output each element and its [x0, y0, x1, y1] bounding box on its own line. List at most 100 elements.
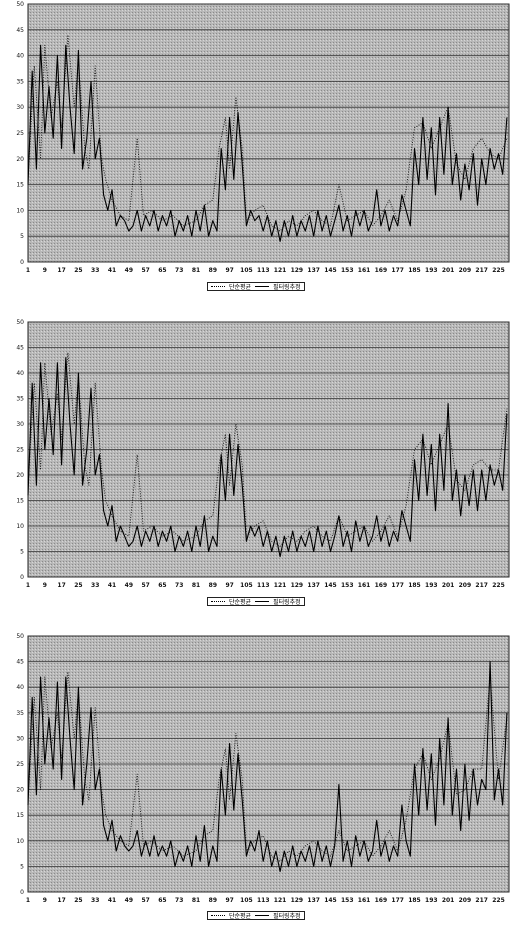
x-tick-label: 105 [240, 582, 253, 589]
y-tick-label: 30 [16, 735, 24, 742]
y-tick-label: 0 [20, 889, 24, 896]
x-tick-label: 105 [240, 897, 253, 904]
x-tick-label: 1 [26, 897, 30, 904]
x-tick-label: 225 [492, 267, 505, 274]
x-tick-label: 49 [125, 897, 133, 904]
chart-panel-2: 0 5 10 15 20 25 30 35 40 45 50 1 9 17 25 33 41 49 57 65 73 81… [0, 312, 511, 612]
legend-label-filtered-estimate: 필터링추정 [273, 284, 301, 291]
x-tick-label: 129 [291, 897, 304, 904]
legend-label-simple-average: 단순평균 [229, 913, 252, 920]
x-tick-label: 145 [324, 897, 337, 904]
x-tick-label: 185 [408, 897, 421, 904]
x-tick-label: 153 [341, 267, 354, 274]
x-tick-label: 49 [125, 582, 133, 589]
x-tick-label: 1 [26, 267, 30, 274]
chart-svg-2: 0 5 10 15 20 25 30 35 40 45 50 1 9 17 25 33 41 49 57 65 73 81… [16, 319, 510, 589]
series-line-simple-average [27, 34, 508, 232]
y-tick-label: 10 [16, 207, 24, 214]
x-tick-label: 137 [307, 582, 320, 589]
x-tick-label: 177 [391, 582, 404, 589]
x-tick-label: 17 [57, 897, 65, 904]
x-tick-label: 89 [209, 267, 217, 274]
x-tick-label: 113 [257, 897, 270, 904]
x-tick-label: 105 [240, 267, 253, 274]
series-line-simple-average [27, 352, 508, 547]
x-tick-label: 217 [475, 267, 488, 274]
x-tick-label: 73 [175, 267, 183, 274]
y-tick-label: 45 [16, 659, 24, 666]
x-tick-label: 73 [175, 897, 183, 904]
x-tick-label: 201 [442, 897, 455, 904]
x-tick-label: 49 [125, 267, 133, 274]
x-tick-label: 209 [459, 897, 472, 904]
chart-svg-3: 0 5 10 15 20 25 30 35 40 45 50 1 9 17 25 33 41 49 57 65 73 81… [16, 633, 510, 904]
y-tick-label: 25 [16, 761, 24, 768]
y-tick-label: 30 [16, 104, 24, 111]
x-tick-label: 33 [91, 897, 99, 904]
x-tick-label: 17 [57, 267, 65, 274]
y-tick-label: 20 [16, 472, 24, 479]
legend-dotted-swatch [211, 915, 225, 916]
x-tick-label: 193 [425, 267, 438, 274]
y-tick-label: 45 [16, 27, 24, 34]
x-tick-label: 113 [257, 582, 270, 589]
chart-legend-3: 단순평균 필터링추정 [207, 911, 305, 920]
y-tick-label: 10 [16, 838, 24, 845]
x-tick-label: 185 [408, 267, 421, 274]
chart-svg-1: 0 5 10 15 20 25 30 35 40 45 50 1 9 17 25 33 41 49 57 65 73 81… [16, 1, 510, 274]
legend-solid-swatch [255, 601, 270, 602]
y-tick-label: 5 [20, 549, 24, 556]
x-tick-label: 201 [442, 582, 455, 589]
y-tick-label: 35 [16, 396, 24, 403]
x-tick-label: 89 [209, 897, 217, 904]
y-tick-label: 40 [16, 370, 24, 377]
y-tick-label: 10 [16, 523, 24, 530]
x-tick-label: 201 [442, 267, 455, 274]
x-tick-label: 113 [257, 267, 270, 274]
legend-solid-swatch [255, 286, 270, 287]
y-tick-label: 0 [20, 574, 24, 581]
chart-legend-2: 단순평균 필터링추정 [207, 597, 305, 606]
x-tick-label: 97 [225, 582, 233, 589]
x-tick-label: 65 [158, 897, 166, 904]
x-tick-label: 153 [341, 897, 354, 904]
y-tick-label: 15 [16, 812, 24, 819]
y-tick-label: 45 [16, 345, 24, 352]
x-tick-label: 129 [291, 582, 304, 589]
x-tick-label: 9 [43, 582, 47, 589]
y-tick-label: 50 [16, 633, 24, 640]
x-tick-label: 169 [375, 582, 388, 589]
x-tick-label: 169 [375, 267, 388, 274]
legend-label-filtered-estimate: 필터링추정 [273, 913, 301, 920]
y-tick-label: 30 [16, 421, 24, 428]
y-tick-label: 40 [16, 53, 24, 60]
x-tick-label: 217 [475, 897, 488, 904]
y-tick-label: 25 [16, 447, 24, 454]
legend-label-filtered-estimate: 필터링추정 [273, 599, 301, 606]
x-tick-label: 177 [391, 897, 404, 904]
x-tick-label: 161 [358, 897, 371, 904]
x-tick-label: 33 [91, 582, 99, 589]
chart-panel-3: 0 5 10 15 20 25 30 35 40 45 50 1 9 17 25 33 41 49 57 65 73 81… [0, 624, 511, 924]
x-tick-label: 161 [358, 267, 371, 274]
x-tick-label: 169 [375, 897, 388, 904]
x-tick-label: 217 [475, 582, 488, 589]
x-tick-label: 121 [274, 267, 287, 274]
series-line-filtered-estimate [27, 44, 508, 242]
y-tick-label: 20 [16, 156, 24, 163]
x-tick-label: 225 [492, 582, 505, 589]
x-tick-label: 9 [43, 267, 47, 274]
y-tick-label: 5 [20, 863, 24, 870]
x-tick-label: 81 [192, 897, 200, 904]
x-tick-label: 33 [91, 267, 99, 274]
y-tick-label: 15 [16, 182, 24, 189]
x-tick-label: 9 [43, 897, 47, 904]
series-line-filtered-estimate [27, 357, 508, 558]
legend-label-simple-average: 단순평균 [229, 599, 252, 606]
x-tick-label: 209 [459, 267, 472, 274]
x-tick-label: 145 [324, 582, 337, 589]
x-tick-label: 65 [158, 582, 166, 589]
legend-solid-swatch [255, 915, 270, 916]
x-tick-label: 145 [324, 267, 337, 274]
x-tick-label: 177 [391, 267, 404, 274]
